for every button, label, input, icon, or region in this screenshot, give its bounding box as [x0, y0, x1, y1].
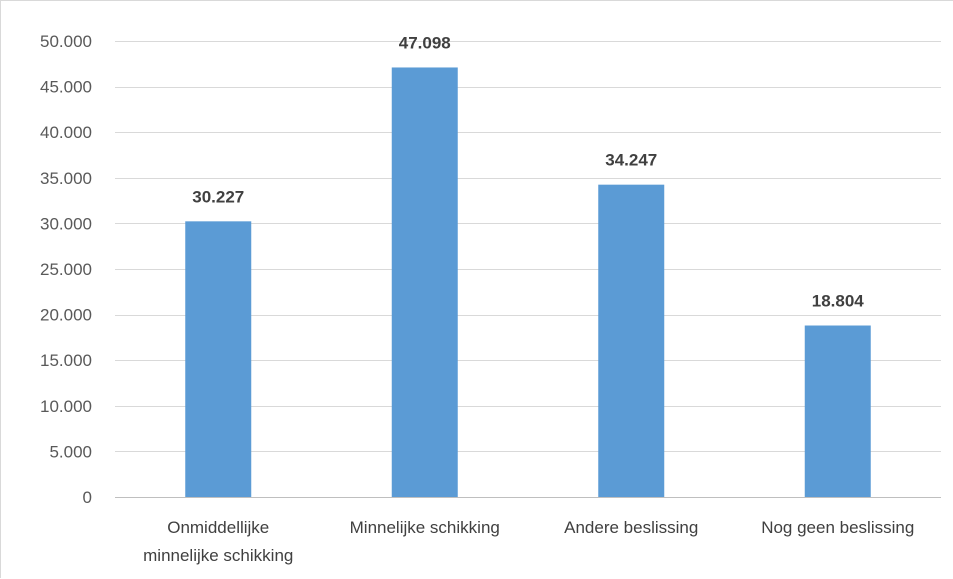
bar	[598, 184, 665, 497]
x-axis-categories: Onmiddellijke minnelijke schikking Minneli…	[143, 518, 914, 565]
y-tick-label: 10.000	[40, 397, 92, 416]
y-axis-ticks: 0 5.000 10.000 15.000 20.000 25.000 30.000 35.0…	[40, 32, 92, 507]
y-tick-label: 50.000	[40, 32, 92, 51]
data-label: 30.227	[192, 187, 244, 206]
bars	[185, 67, 871, 497]
y-tick-label: 45.000	[40, 78, 92, 97]
y-tick-label: 15.000	[40, 351, 92, 370]
bar	[804, 325, 871, 497]
data-label: 18.804	[812, 292, 865, 311]
y-tick-label: 20.000	[40, 306, 92, 325]
x-category-label: Andere beslissing	[564, 518, 698, 537]
y-tick-label: 30.000	[40, 214, 92, 233]
bar	[391, 67, 458, 497]
y-tick-label: 25.000	[40, 260, 92, 279]
x-category-label: Onmiddellijke	[167, 518, 269, 537]
data-label: 47.098	[399, 33, 451, 52]
x-category-label: Nog geen beslissing	[761, 518, 914, 537]
data-labels: 30.227 47.098 34.247 18.804	[192, 33, 864, 310]
data-label: 34.247	[605, 151, 657, 170]
bar	[185, 221, 252, 497]
y-tick-label: 5.000	[49, 442, 92, 461]
y-tick-label: 0	[83, 488, 92, 507]
y-tick-label: 35.000	[40, 169, 92, 188]
gridlines	[115, 41, 941, 498]
y-tick-label: 40.000	[40, 123, 92, 142]
x-category-label: minnelijke schikking	[143, 546, 293, 565]
x-category-label: Minnelijke schikking	[350, 518, 500, 537]
